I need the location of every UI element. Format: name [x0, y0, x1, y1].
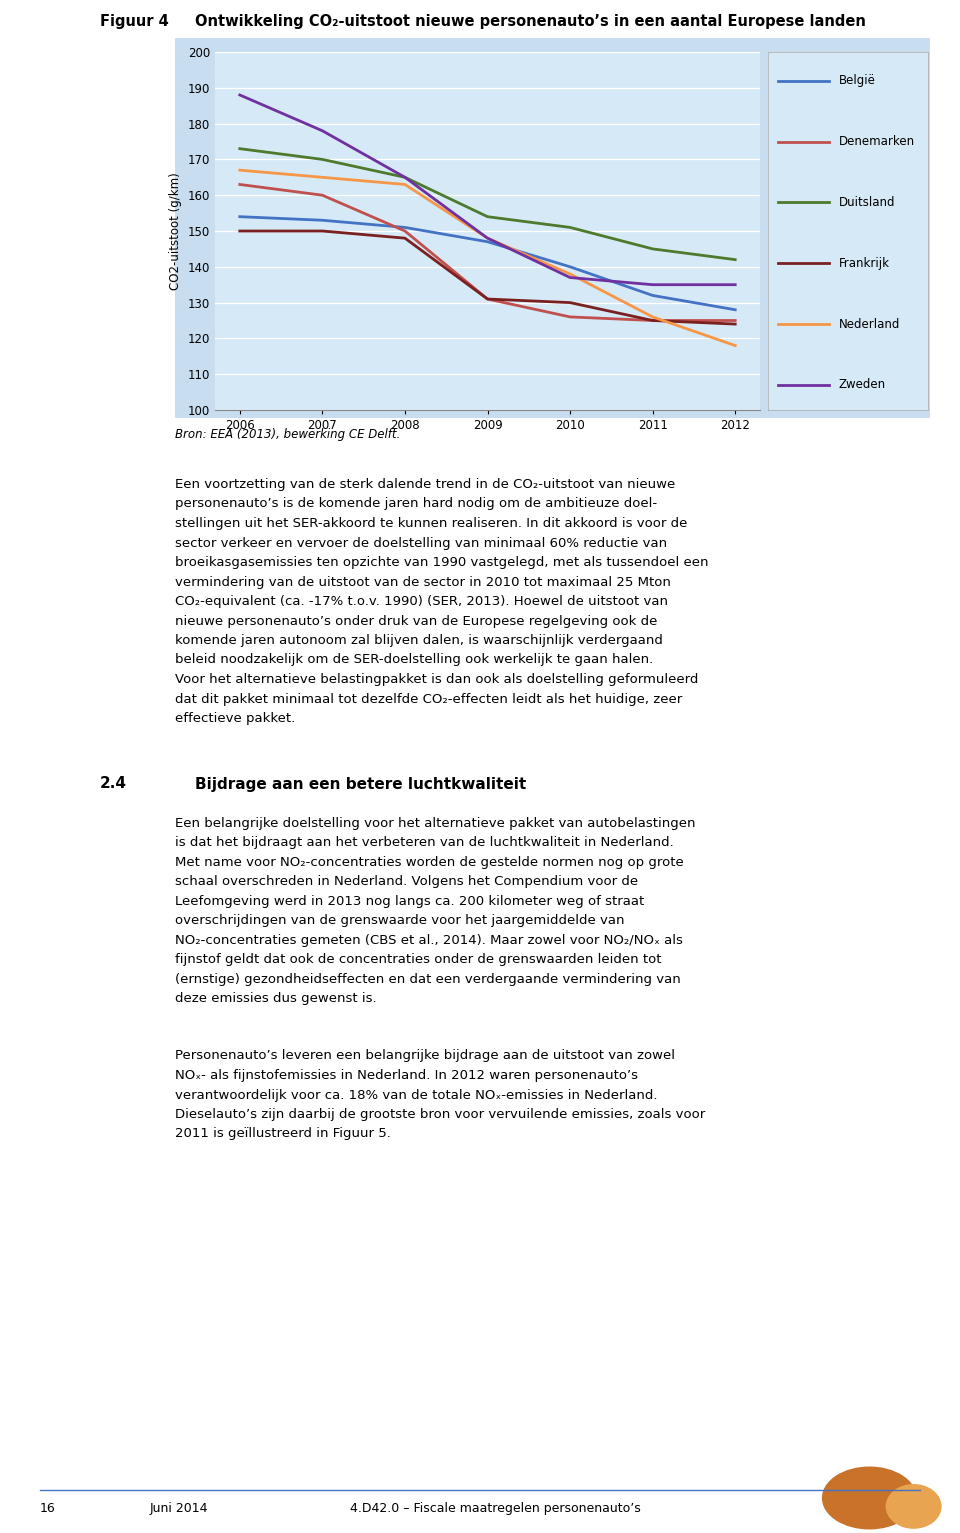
Text: Duitsland: Duitsland: [838, 196, 895, 208]
Text: personenauto’s is de komende jaren hard nodig om de ambitieuze doel-: personenauto’s is de komende jaren hard …: [175, 498, 658, 510]
Text: beleid noodzakelijk om de SER-doelstelling ook werkelijk te gaan halen.: beleid noodzakelijk om de SER-doelstelli…: [175, 653, 653, 667]
Text: Zweden: Zweden: [838, 379, 885, 391]
Text: Ontwikkeling CO₂-uitstoot nieuwe personenauto’s in een aantal Europese landen: Ontwikkeling CO₂-uitstoot nieuwe persone…: [195, 14, 866, 29]
Text: Met name voor NO₂-concentraties worden de gestelde normen nog op grote: Met name voor NO₂-concentraties worden d…: [175, 855, 684, 869]
Text: Dieselauto’s zijn daarbij de grootste bron voor vervuilende emissies, zoals voor: Dieselauto’s zijn daarbij de grootste br…: [175, 1108, 706, 1121]
Text: Figuur 4: Figuur 4: [100, 14, 169, 29]
Text: fijnstof geldt dat ook de concentraties onder de grenswaarden leiden tot: fijnstof geldt dat ook de concentraties …: [175, 954, 661, 966]
Text: 2011 is geïllustreerd in Figuur 5.: 2011 is geïllustreerd in Figuur 5.: [175, 1127, 391, 1141]
Text: broeikasgasemissies ten opzichte van 1990 vastgelegd, met als tussendoel een: broeikasgasemissies ten opzichte van 199…: [175, 556, 708, 569]
Text: Bron: EEA (2013), bewerking CE Delft.: Bron: EEA (2013), bewerking CE Delft.: [175, 428, 400, 442]
Text: Denemarken: Denemarken: [838, 135, 915, 149]
Text: 4.D42.0 – Fiscale maatregelen personenauto’s: 4.D42.0 – Fiscale maatregelen personenau…: [350, 1502, 640, 1515]
Text: stellingen uit het SER-akkoord te kunnen realiseren. In dit akkoord is voor de: stellingen uit het SER-akkoord te kunnen…: [175, 517, 687, 530]
Text: overschrijdingen van de grenswaarde voor het jaargemiddelde van: overschrijdingen van de grenswaarde voor…: [175, 914, 625, 927]
Ellipse shape: [823, 1467, 916, 1528]
Text: België: België: [838, 74, 876, 87]
Text: Leefomgeving werd in 2013 nog langs ca. 200 kilometer weg of straat: Leefomgeving werd in 2013 nog langs ca. …: [175, 894, 644, 908]
Ellipse shape: [886, 1484, 941, 1528]
Text: vermindering van de uitstoot van de sector in 2010 tot maximaal 25 Mton: vermindering van de uitstoot van de sect…: [175, 575, 671, 589]
Text: sector verkeer en vervoer de doelstelling van minimaal 60% reductie van: sector verkeer en vervoer de doelstellin…: [175, 537, 667, 549]
Text: NOₓ- als fijnstofemissies in Nederland. In 2012 waren personenauto’s: NOₓ- als fijnstofemissies in Nederland. …: [175, 1069, 638, 1082]
Text: Voor het alternatieve belastingpakket is dan ook als doelstelling geformuleerd: Voor het alternatieve belastingpakket is…: [175, 673, 698, 685]
Text: effectieve pakket.: effectieve pakket.: [175, 711, 296, 725]
Y-axis label: CO2-uitstoot (g/km): CO2-uitstoot (g/km): [169, 172, 182, 290]
Text: nieuwe personenauto’s onder druk van de Europese regelgeving ook de: nieuwe personenauto’s onder druk van de …: [175, 615, 658, 627]
Text: deze emissies dus gewenst is.: deze emissies dus gewenst is.: [175, 992, 376, 1006]
Text: Bijdrage aan een betere luchtkwaliteit: Bijdrage aan een betere luchtkwaliteit: [195, 777, 526, 791]
Text: schaal overschreden in Nederland. Volgens het Compendium voor de: schaal overschreden in Nederland. Volgen…: [175, 875, 638, 888]
Text: (ernstige) gezondheidseffecten en dat een verdergaande vermindering van: (ernstige) gezondheidseffecten en dat ee…: [175, 972, 681, 986]
Text: Nederland: Nederland: [838, 317, 900, 331]
Text: NO₂-concentraties gemeten (CBS et al., 2014). Maar zowel voor NO₂/NOₓ als: NO₂-concentraties gemeten (CBS et al., 2…: [175, 934, 683, 946]
Text: 2.4: 2.4: [100, 777, 127, 791]
Text: verantwoordelijk voor ca. 18% van de totale NOₓ-emissies in Nederland.: verantwoordelijk voor ca. 18% van de tot…: [175, 1088, 658, 1102]
Text: Personenauto’s leveren een belangrijke bijdrage aan de uitstoot van zowel: Personenauto’s leveren een belangrijke b…: [175, 1050, 675, 1062]
Text: is dat het bijdraagt aan het verbeteren van de luchtkwaliteit in Nederland.: is dat het bijdraagt aan het verbeteren …: [175, 835, 674, 849]
Text: 16: 16: [40, 1502, 56, 1515]
Text: Een belangrijke doelstelling voor het alternatieve pakket van autobelastingen: Een belangrijke doelstelling voor het al…: [175, 817, 695, 829]
Text: komende jaren autonoom zal blijven dalen, is waarschijnlijk verdergaand: komende jaren autonoom zal blijven dalen…: [175, 635, 662, 647]
Text: CO₂-equivalent (ca. -17% t.o.v. 1990) (SER, 2013). Hoewel de uitstoot van: CO₂-equivalent (ca. -17% t.o.v. 1990) (S…: [175, 595, 668, 609]
Text: dat dit pakket minimaal tot dezelfde CO₂-effecten leidt als het huidige, zeer: dat dit pakket minimaal tot dezelfde CO₂…: [175, 693, 683, 705]
Text: Een voortzetting van de sterk dalende trend in de CO₂-uitstoot van nieuwe: Een voortzetting van de sterk dalende tr…: [175, 478, 675, 491]
Text: Juni 2014: Juni 2014: [150, 1502, 208, 1515]
Text: Frankrijk: Frankrijk: [838, 256, 889, 270]
